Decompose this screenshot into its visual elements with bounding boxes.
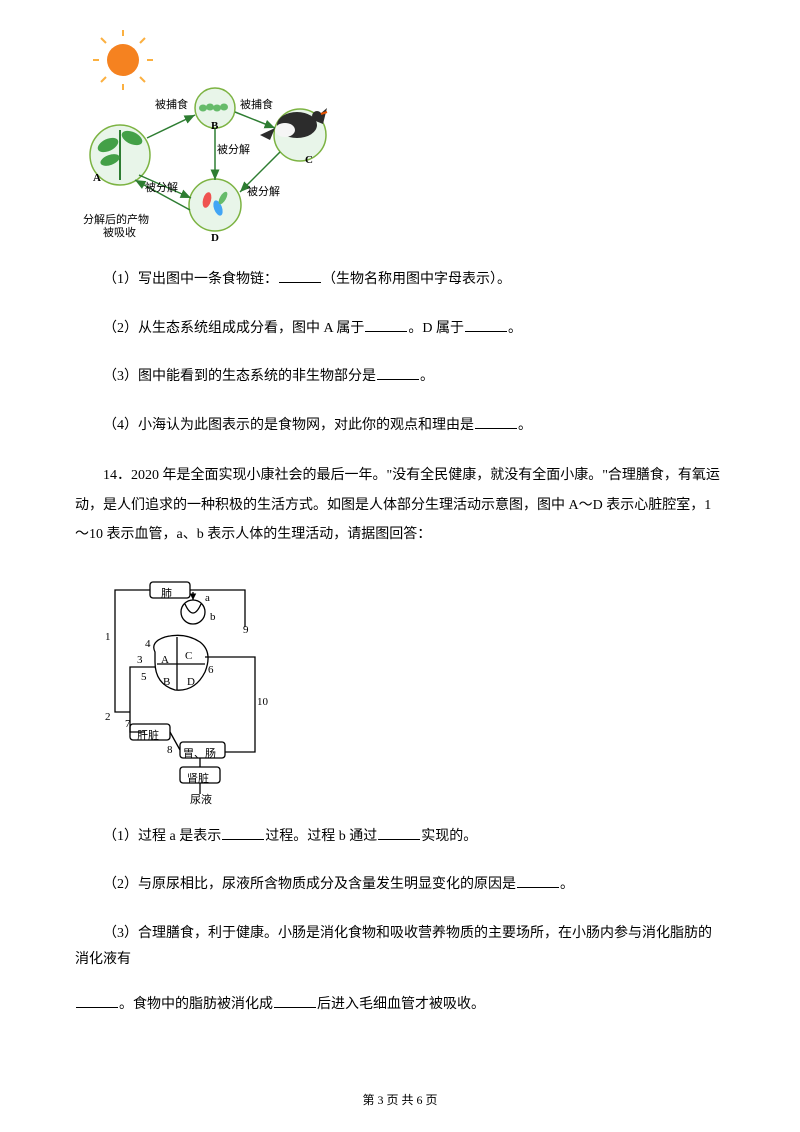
label-c-letter: C bbox=[305, 150, 313, 171]
d2-la: A bbox=[161, 650, 169, 671]
q14-p1: （1）过程 a 是表示 过程。过程 b 通过 实现的。 bbox=[75, 824, 725, 851]
q13-p2-a: （2）从生态系统组成成分看，图中 A 属于 bbox=[103, 321, 364, 336]
label-a-letter: A bbox=[93, 168, 101, 189]
d2-a: a bbox=[205, 588, 210, 609]
sun-icon bbox=[93, 30, 153, 90]
d2-n8: 8 bbox=[167, 740, 173, 761]
q13-p3-a: （3）图中能看到的生态系统的非生物部分是 bbox=[103, 369, 376, 384]
q14-intro: 14．2020 年是全面实现小康社会的最后一年。"没有全民健康，就没有全面小康。… bbox=[75, 461, 725, 549]
d2-b: b bbox=[210, 607, 216, 628]
label-absorb2: 被吸收 bbox=[103, 223, 136, 244]
d2-n4: 4 bbox=[145, 634, 151, 655]
d2-lc: C bbox=[185, 646, 192, 667]
q13-p4: （4）小海认为此图表示的是食物网，对此你的观点和理由是 。 bbox=[75, 413, 725, 440]
page-footer: 第 3 页 共 6 页 bbox=[0, 1089, 800, 1112]
q13-p1: （1）写出图中一条食物链： （生物名称用图中字母表示）。 bbox=[75, 267, 725, 294]
q14-p3-c: 后进入毛细血管才被吸收。 bbox=[317, 997, 485, 1012]
d2-kidney: 肾脏 bbox=[187, 769, 209, 790]
ecosystem-diagram: 被捕食 被捕食 被分解 被分解 被分解 分解后的产物 被吸收 A B C D bbox=[75, 30, 330, 245]
d2-n7: 7 bbox=[125, 714, 131, 735]
q14-p3-a: （3）合理膳食，利于健康。小肠是消化食物和吸收营养物质的主要场所，在小肠内参与消… bbox=[75, 926, 712, 968]
d2-stomach: 胃、肠 bbox=[183, 744, 216, 765]
d2-ld: D bbox=[187, 672, 195, 693]
d2-n5: 5 bbox=[141, 667, 147, 688]
label-eaten1: 被捕食 bbox=[155, 95, 188, 116]
q13-p4-a: （4）小海认为此图表示的是食物网，对此你的观点和理由是 bbox=[103, 418, 474, 433]
q13-p2: （2）从生态系统组成成分看，图中 A 属于 。D 属于 。 bbox=[75, 316, 725, 343]
label-decomp1: 被分解 bbox=[145, 178, 178, 199]
q14-p3b: 。食物中的脂肪被消化成 后进入毛细血管才被吸收。 bbox=[75, 992, 725, 1019]
q13-p3: （3）图中能看到的生态系统的非生物部分是 。 bbox=[75, 364, 725, 391]
q14-p2: （2）与原尿相比，尿液所含物质成分及含量发生明显变化的原因是 。 bbox=[75, 872, 725, 899]
q14-p1-c: 实现的。 bbox=[421, 829, 477, 844]
d2-lb: B bbox=[163, 672, 170, 693]
label-decomp3: 被分解 bbox=[247, 182, 280, 203]
d2-n6: 6 bbox=[208, 660, 214, 681]
q14-p1-b: 过程。过程 b 通过 bbox=[265, 829, 377, 844]
d2-n2: 2 bbox=[105, 707, 111, 728]
physiology-diagram: 肺 肝脏 胃、肠 肾脏 尿液 a b 1 2 3 4 5 6 7 8 9 10 … bbox=[95, 572, 280, 802]
q14-p3: （3）合理膳食，利于健康。小肠是消化食物和吸收营养物质的主要场所，在小肠内参与消… bbox=[75, 921, 725, 974]
label-d-letter: D bbox=[211, 228, 219, 249]
d2-n1: 1 bbox=[105, 627, 111, 648]
q14-p1-a: （1）过程 a 是表示 bbox=[103, 829, 221, 844]
d2-urine: 尿液 bbox=[190, 790, 212, 811]
q13-p2-b: 。D 属于 bbox=[408, 321, 464, 336]
q13-p4-b: 。 bbox=[518, 418, 532, 433]
d2-n9: 9 bbox=[243, 620, 249, 641]
q13-p3-b: 。 bbox=[420, 369, 434, 384]
label-b-letter: B bbox=[211, 116, 218, 137]
q13-p1-a: （1）写出图中一条食物链： bbox=[103, 272, 278, 287]
q13-p2-c: 。 bbox=[508, 321, 522, 336]
q13-p1-b: （生物名称用图中字母表示）。 bbox=[322, 272, 511, 287]
d2-n10: 10 bbox=[257, 692, 268, 713]
q14-p3-b: 。食物中的脂肪被消化成 bbox=[119, 997, 273, 1012]
d2-lung: 肺 bbox=[161, 584, 172, 605]
label-eaten2: 被捕食 bbox=[240, 95, 273, 116]
q14-p2-a: （2）与原尿相比，尿液所含物质成分及含量发生明显变化的原因是 bbox=[103, 877, 516, 892]
q14-p2-b: 。 bbox=[560, 877, 574, 892]
label-decomp2: 被分解 bbox=[217, 140, 250, 161]
d2-liver: 肝脏 bbox=[137, 726, 159, 747]
